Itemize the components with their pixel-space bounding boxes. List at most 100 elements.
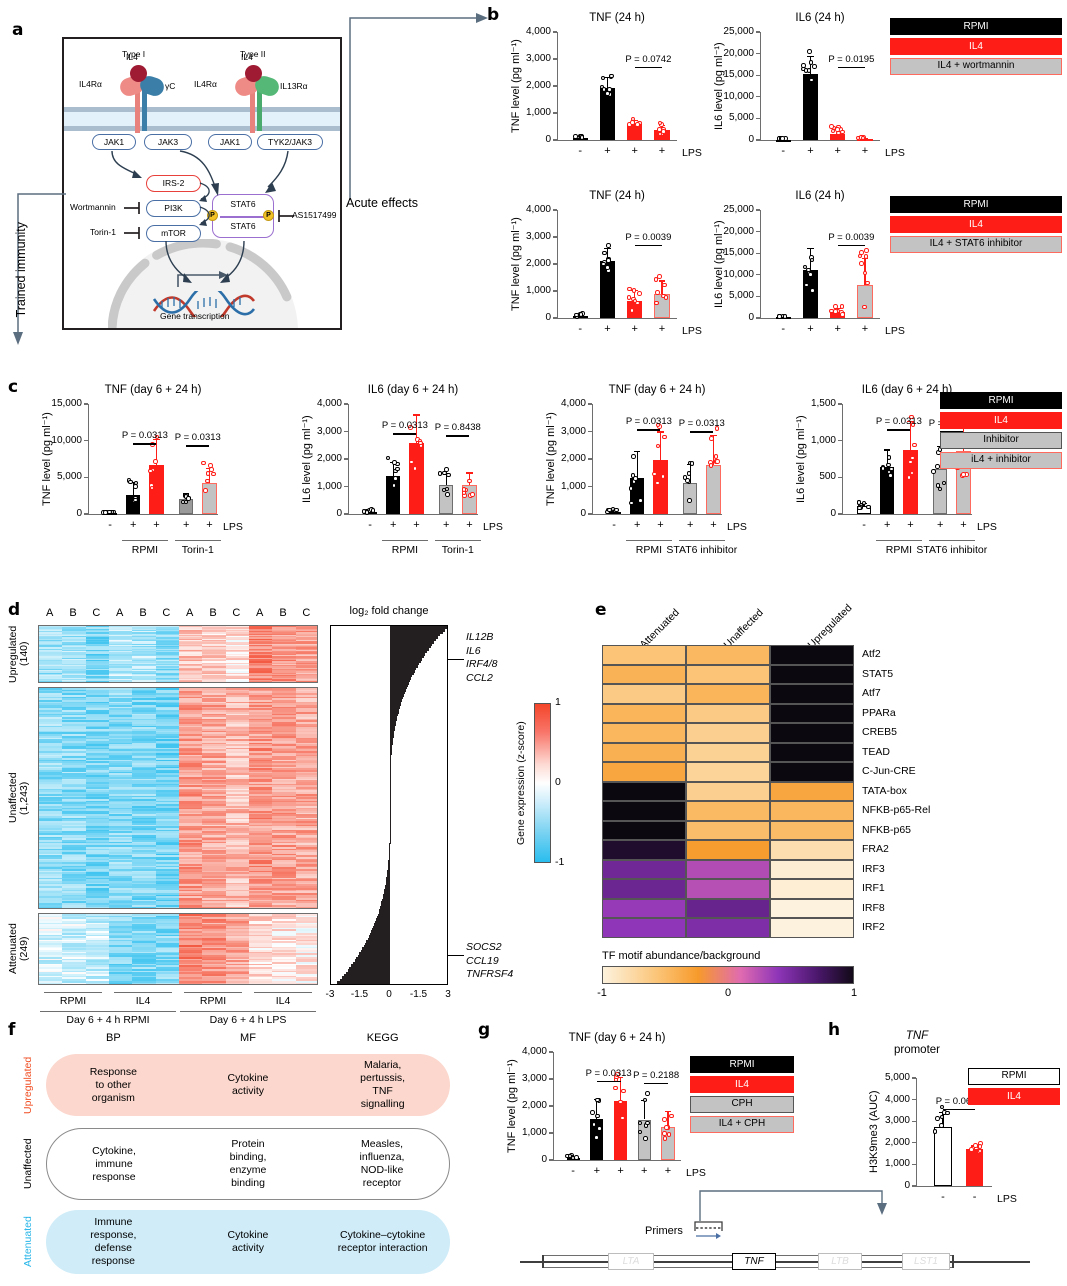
chart-c-il6-stat6-yticklabel-1: 500 — [819, 471, 836, 483]
heatmap-cell — [272, 693, 297, 696]
torin1-label: Torin-1 — [90, 227, 116, 237]
chart-c-tnf-stat6-groupline-1 — [678, 540, 725, 542]
chart-c-tnf-stat6-yticklabel-4: 4,000 — [560, 398, 586, 409]
chart-c-tnf-torin-errcap-1 — [130, 482, 137, 484]
legend-c-inhibitor-row-3[interactable]: iL4 + inhibitor — [940, 452, 1062, 469]
chart-g-tnf-cph-yticklabel-3: 3,000 — [521, 1073, 547, 1084]
chart-c-il6-stat6-errbar-2 — [909, 420, 912, 451]
chart-b-tnf-dot-1-6 — [601, 87, 607, 92]
heatmap-cell — [249, 693, 273, 696]
heatmap-cell — [62, 663, 87, 666]
chart-c-tnf-stat6-dot-2-3 — [661, 434, 667, 440]
heatmap-cell — [225, 641, 250, 643]
legend-c-inhibitor-row-0[interactable]: RPMI — [940, 392, 1062, 409]
tf-cell — [602, 703, 686, 723]
legend-b-wortmannin-row-2[interactable]: IL4 + wortmannin — [890, 58, 1062, 75]
heatmap-cell — [249, 708, 273, 711]
legend-c-inhibitor-row-2[interactable]: Inhibitor — [940, 432, 1062, 449]
heatmap-cell — [109, 642, 133, 645]
heatmap-cell — [62, 660, 87, 662]
chart-c-tnf-stat6-bar-2 — [653, 460, 668, 514]
tf-cell — [602, 723, 686, 743]
heatmap-cell — [132, 653, 157, 656]
chart-c-tnf-stat6-xsign-3: + — [686, 519, 694, 531]
legend-g-cph-row-2[interactable]: CPH — [690, 1096, 794, 1113]
chart-b2-il6-yticklabel-5: 25,000 — [723, 204, 754, 215]
heatmap-cell — [155, 663, 180, 666]
heatmap-cell — [272, 644, 297, 647]
heatmap-cell — [225, 653, 250, 656]
heatmap-cell — [202, 648, 227, 651]
chart-c-il6-torin-grouplabel-1: Torin-1 — [441, 544, 474, 556]
il13ra-stalk-right — [257, 83, 262, 131]
chart-c-il6-torin-dot-1-6 — [393, 476, 398, 481]
chart-b-tnf-pline-0 — [634, 66, 662, 69]
chart-c-il6-torin-dot-1-3 — [392, 460, 398, 466]
heatmap-cell — [295, 673, 317, 676]
chart-c-il6-stat6-xsign-1: + — [884, 519, 891, 531]
heatmap-cell — [295, 642, 317, 645]
legend-b-stat6-row-0[interactable]: RPMI — [890, 196, 1062, 213]
chart-b2-il6-yticklabel-1: 5,000 — [728, 290, 754, 302]
chart-b2-tnf-dot-2-2 — [631, 288, 637, 293]
heatmap-cell — [272, 658, 297, 661]
legend-c-inhibitor-row-1[interactable]: IL4 — [940, 412, 1062, 429]
chart-g-tnf-cph-yticklabel-2: 2,000 — [521, 1100, 547, 1111]
chart-c-il6-stat6-grouplabel-0: RPMI — [885, 544, 912, 556]
heatmap-cell — [179, 671, 203, 674]
heatmap-cell — [179, 655, 203, 657]
tf-cell — [770, 723, 854, 743]
heatmap-cell — [109, 667, 133, 670]
chart-c-il6-stat6-bar-3 — [933, 468, 948, 514]
chart-b2-il6-xsign-1: + — [807, 323, 814, 335]
as1517499-label: AS1517499 — [292, 210, 337, 220]
chart-c-il6-torin-errbar-1 — [392, 462, 394, 477]
chart-c-il6-stat6-pline-1 — [940, 431, 964, 433]
heatmap-cell — [132, 639, 157, 642]
heatmap-cell — [86, 984, 110, 985]
legend-g-cph-row-3[interactable]: IL4 + CPH — [690, 1116, 794, 1133]
lfc-xtick-2: 0 — [386, 989, 392, 1000]
legend-b-stat6-row-2[interactable]: IL4 + STAT6 inhibitor — [890, 236, 1062, 253]
legend-h-row-1[interactable]: IL4 — [968, 1088, 1060, 1105]
heatmap-cell — [225, 693, 250, 696]
legend-g-cph-row-0[interactable]: RPMI — [690, 1056, 794, 1073]
heatmap-cell — [109, 660, 133, 662]
legend-g-cph-row-1[interactable]: IL4 — [690, 1076, 794, 1093]
heatmap-cell — [109, 703, 133, 706]
heatmap-cell — [155, 655, 180, 657]
chart-b-tnf-dot-1-7 — [609, 73, 614, 79]
legend-b-wortmannin-row-0[interactable]: RPMI — [890, 18, 1062, 35]
heatmap-cell — [132, 652, 157, 655]
chart-c-tnf-stat6-ytick-4 — [588, 403, 592, 405]
heatmap-cell — [225, 677, 250, 680]
heatmap-cell — [249, 662, 273, 665]
heatmap-cell — [62, 665, 87, 667]
heatmap-cell — [202, 673, 227, 676]
chart-c-tnf-torin-dot-1-6 — [132, 497, 138, 503]
chart-g-tnf-cph-dot-4-1 — [662, 1117, 667, 1122]
heatmap-cell — [39, 656, 63, 659]
chart-b-il6-dot-1-3 — [809, 77, 814, 83]
heatmap-cell — [109, 701, 133, 704]
heatmap-cell — [272, 653, 297, 656]
heatmap-cell — [272, 643, 297, 646]
heatmap-cell — [179, 689, 203, 692]
chart-c-il6-stat6-dot-3-1 — [937, 486, 943, 492]
legend-h-row-0[interactable]: RPMI — [968, 1068, 1060, 1085]
chart-b-tnf-dot-3-5 — [657, 127, 662, 132]
legend-b-stat6-row-1[interactable]: IL4 — [890, 216, 1062, 233]
heatmap-cell — [85, 673, 110, 676]
heatmap-cell — [62, 637, 87, 640]
chart-b2-il6-dot-2-1 — [839, 304, 845, 309]
heatmap-cell — [132, 666, 157, 669]
panel-d-heatmap: A B C A B C A B C A B C Upregulated (140) Unaffected … — [0, 595, 564, 1026]
chart-g-tnf-cph-dot-2-4 — [621, 1088, 626, 1094]
jak1-to-irs2-arrow-icon — [111, 150, 142, 178]
chart-c-il6-torin-xsign-4: + — [466, 519, 473, 531]
chart-c-il6-stat6-xsign-0: - — [862, 519, 866, 531]
heatmap-cell — [85, 631, 110, 633]
chart-b2-tnf-title: TNF (24 h) — [589, 190, 645, 202]
heatmap-cell — [155, 689, 180, 692]
legend-b-wortmannin-row-1[interactable]: IL4 — [890, 38, 1062, 55]
